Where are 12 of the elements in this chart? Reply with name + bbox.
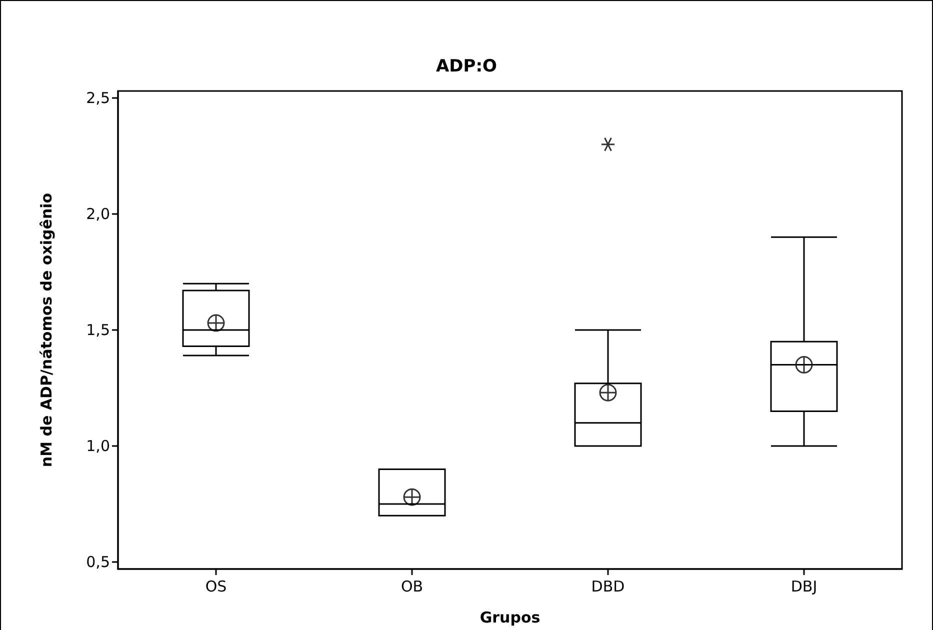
x-axis-title: Grupos [480, 608, 540, 626]
x-tick-label: DBD [591, 578, 625, 596]
x-tick-label: DBJ [790, 578, 818, 596]
chart-title: ADP:O [436, 56, 497, 76]
y-tick-label: 0,5 [86, 553, 110, 572]
y-tick-label: 2,5 [86, 88, 110, 107]
y-tick-label: 2,0 [86, 204, 110, 223]
x-tick-label: OS [205, 578, 227, 596]
y-axis-title: nM de ADP/nátomos de oxigênio [38, 192, 56, 468]
x-tick-label: OB [400, 578, 424, 596]
y-tick-label: 1,5 [86, 321, 110, 339]
y-tick-label: 1,0 [86, 437, 110, 456]
